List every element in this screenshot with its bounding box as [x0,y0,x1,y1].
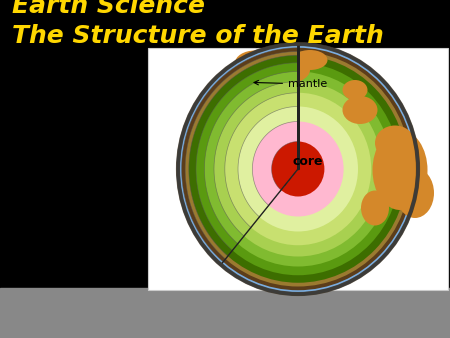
Ellipse shape [204,72,392,266]
Ellipse shape [178,44,418,294]
Text: core: core [292,155,323,168]
Polygon shape [204,72,298,244]
Ellipse shape [185,51,411,287]
Text: Earth Science: Earth Science [12,0,205,18]
Ellipse shape [250,55,310,85]
Polygon shape [182,48,298,262]
Ellipse shape [373,130,427,210]
Polygon shape [178,44,298,265]
Polygon shape [225,93,298,227]
Polygon shape [238,106,298,217]
Ellipse shape [272,142,324,196]
Ellipse shape [196,63,400,275]
Ellipse shape [292,50,328,70]
Ellipse shape [238,106,358,232]
Ellipse shape [189,55,407,283]
Bar [0,288,450,338]
Polygon shape [252,121,298,206]
Ellipse shape [182,48,414,290]
Polygon shape [178,44,298,265]
Bar [148,48,448,290]
Ellipse shape [225,93,371,245]
Polygon shape [189,55,298,256]
Polygon shape [214,81,298,236]
Text: crust: crust [243,29,271,48]
Text: The Structure of the Earth: The Structure of the Earth [12,24,384,48]
Ellipse shape [361,191,389,225]
Ellipse shape [252,121,344,217]
Ellipse shape [235,50,275,75]
Ellipse shape [342,96,378,124]
Ellipse shape [396,168,434,218]
Ellipse shape [214,81,382,257]
Ellipse shape [342,80,368,100]
Polygon shape [196,63,298,250]
Polygon shape [185,51,298,259]
Polygon shape [272,142,298,190]
Text: mantle: mantle [254,79,327,89]
Ellipse shape [375,125,415,161]
